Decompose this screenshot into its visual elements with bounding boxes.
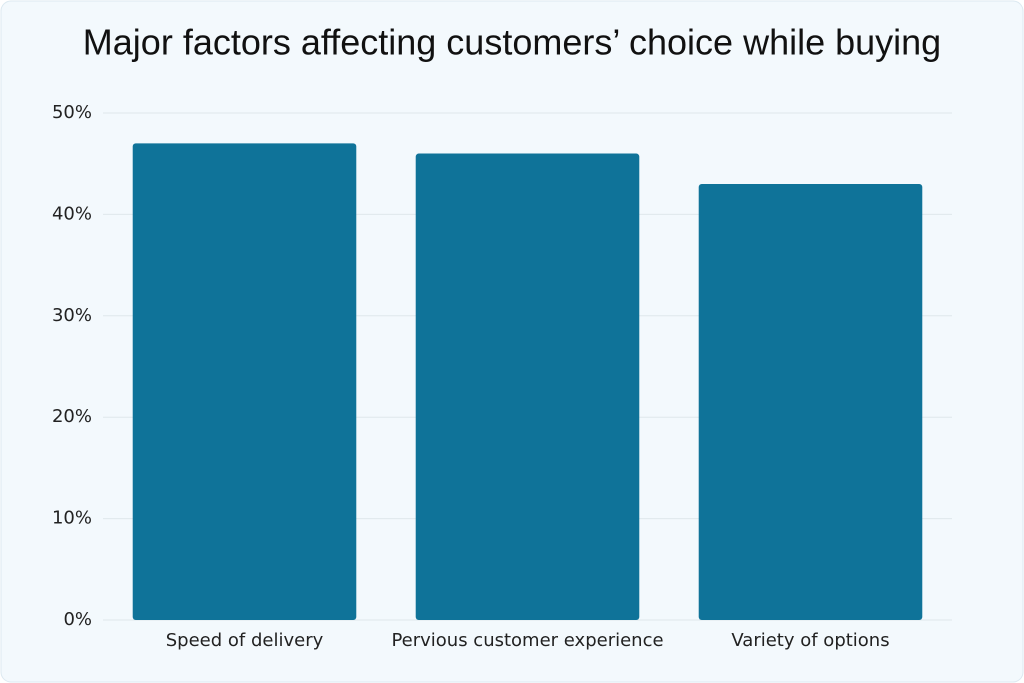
x-tick-label: Speed of delivery	[166, 630, 324, 651]
bar	[132, 143, 357, 621]
x-tick-label: Pervious customer experience	[391, 630, 663, 651]
chart-title: Major factors affecting customers’ choic…	[83, 22, 941, 63]
bar	[698, 183, 923, 621]
y-tick-label: 50%	[52, 102, 92, 123]
y-tick-label: 10%	[52, 508, 92, 529]
x-tick-label: Variety of options	[731, 630, 889, 651]
y-tick-label: 30%	[52, 305, 92, 326]
y-tick-label: 0%	[63, 609, 92, 630]
y-tick-label: 40%	[52, 203, 92, 224]
y-tick-label: 20%	[52, 406, 92, 427]
bar	[415, 153, 640, 620]
